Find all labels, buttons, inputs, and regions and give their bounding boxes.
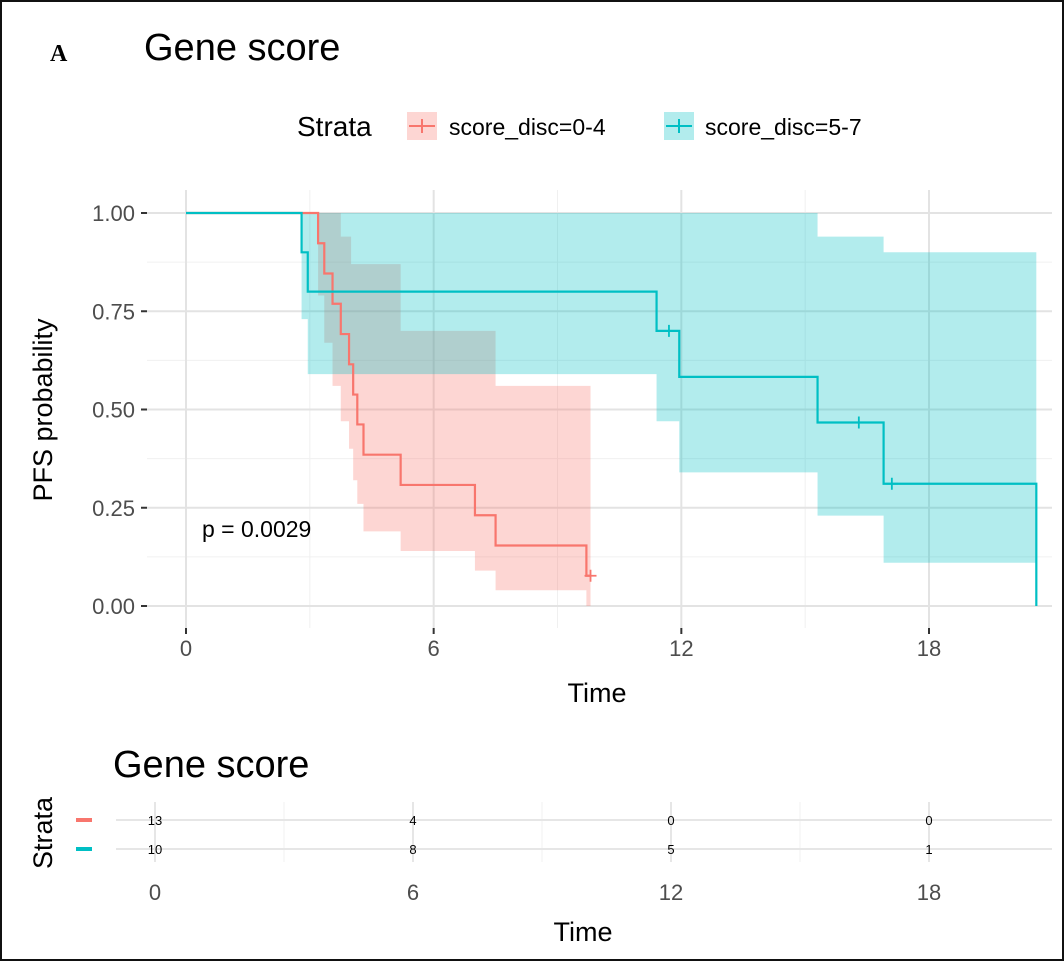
risk-table: 13 4 0 0 10 8 5 1 0 6 12 18 bbox=[76, 802, 1052, 905]
risk-table-y-axis-label: Strata bbox=[28, 796, 58, 869]
km-x-axis-label: Time bbox=[568, 678, 627, 708]
risk-table-x-axis: 0 6 12 18 bbox=[149, 880, 941, 905]
km-y-tick-label: 0.25 bbox=[92, 496, 135, 521]
p-value-annotation: p = 0.0029 bbox=[202, 516, 311, 542]
km-y-tick-label: 0.75 bbox=[92, 299, 135, 324]
km-y-axis: 0.00 0.25 0.50 0.75 1.00 bbox=[92, 201, 147, 619]
ci-band-1 bbox=[186, 213, 1037, 563]
risk-count: 1 bbox=[925, 842, 932, 857]
km-censor-marks bbox=[584, 324, 898, 582]
km-y-tick-label: 0.00 bbox=[92, 594, 135, 619]
risk-count: 0 bbox=[667, 813, 674, 828]
risk-count: 13 bbox=[148, 813, 162, 828]
risk-count: 5 bbox=[667, 842, 674, 857]
panel-label: A bbox=[50, 41, 68, 67]
legend: Strata score_disc=0-4 score_disc=5-7 bbox=[297, 111, 862, 142]
risk-count: 10 bbox=[148, 842, 162, 857]
km-y-axis-label: PFS probability bbox=[28, 318, 58, 502]
risk-x-tick-label: 18 bbox=[917, 880, 941, 905]
km-confidence-bands bbox=[186, 213, 1037, 606]
censor-mark bbox=[885, 477, 898, 490]
risk-count: 4 bbox=[409, 813, 416, 828]
risk-x-tick-label: 6 bbox=[407, 880, 419, 905]
censor-mark bbox=[662, 324, 675, 337]
km-title: Gene score bbox=[144, 27, 340, 69]
legend-item-1: score_disc=5-7 bbox=[664, 112, 862, 140]
risk-table-rows: 13 4 0 0 10 8 5 1 bbox=[76, 813, 933, 857]
legend-item-0: score_disc=0-4 bbox=[407, 112, 606, 140]
risk-x-tick-label: 0 bbox=[149, 880, 161, 905]
km-x-tick-label: 6 bbox=[428, 636, 440, 661]
legend-title: Strata bbox=[297, 111, 372, 142]
risk-count: 0 bbox=[925, 813, 932, 828]
km-x-axis: 0 6 12 18 bbox=[180, 628, 941, 661]
km-plot: 0.00 0.25 0.50 0.75 1.00 0 6 12 18 bbox=[92, 190, 1052, 661]
km-x-tick-label: 12 bbox=[669, 636, 693, 661]
risk-table-x-axis-label: Time bbox=[554, 917, 613, 947]
ci-band-0 bbox=[186, 213, 591, 606]
km-x-tick-label: 0 bbox=[180, 636, 192, 661]
risk-count: 8 bbox=[409, 842, 416, 857]
km-curves bbox=[186, 211, 1038, 606]
survival-curve-1 bbox=[186, 211, 1038, 606]
risk-table-title: Gene score bbox=[113, 744, 309, 786]
censor-mark bbox=[852, 416, 865, 429]
km-x-tick-label: 18 bbox=[917, 636, 941, 661]
censor-mark bbox=[584, 569, 597, 582]
risk-table-grid bbox=[116, 802, 1052, 862]
risk-x-tick-label: 12 bbox=[659, 880, 683, 905]
legend-label-0: score_disc=0-4 bbox=[449, 114, 606, 140]
survival-curve-0 bbox=[186, 211, 591, 577]
km-y-tick-label: 0.50 bbox=[92, 398, 135, 423]
legend-label-1: score_disc=5-7 bbox=[705, 114, 862, 140]
km-y-tick-label: 1.00 bbox=[92, 201, 135, 226]
